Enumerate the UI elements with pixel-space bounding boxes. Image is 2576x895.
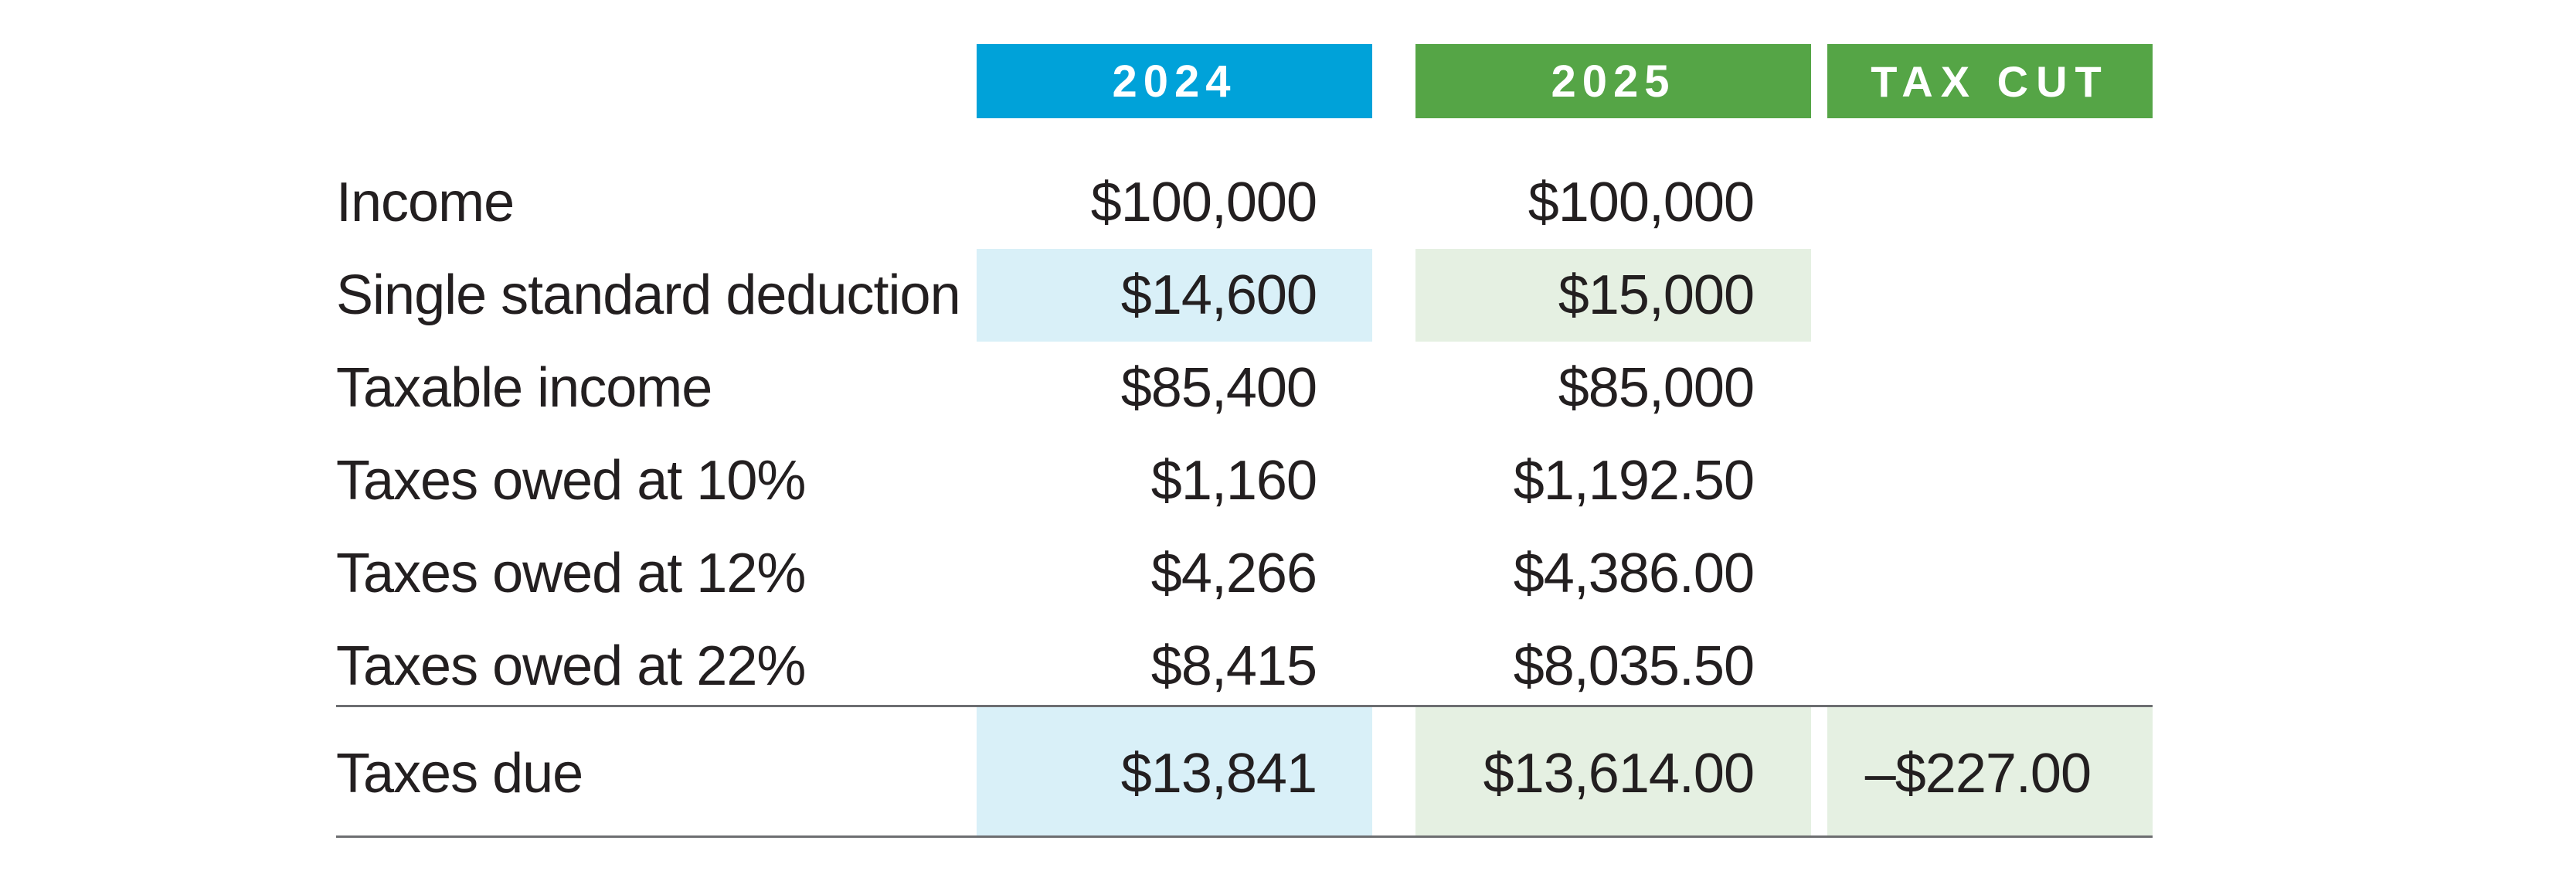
row-label: Single standard deduction [336, 264, 961, 326]
total-highlight-2025 [1415, 707, 1811, 835]
value-cell-2024: $4,266 [1150, 543, 1317, 604]
table-row: Taxes owed at 10% $1,160 $1,192.50 [336, 434, 2153, 527]
row-label: Taxes owed at 10% [336, 450, 806, 512]
total-highlight-taxcut [1827, 707, 2153, 835]
column-header-2025: 2025 [1415, 44, 1811, 118]
value-cell-taxcut [1827, 156, 2153, 249]
value-cell-taxcut [1827, 620, 2153, 713]
total-highlight-2024 [977, 707, 1372, 835]
value-cell-2025: $8,035.50 [1513, 635, 1755, 697]
row-label: Taxes owed at 12% [336, 543, 806, 604]
value-cell-taxcut [1827, 249, 2153, 342]
value-cell-2025: $85,000 [1558, 357, 1755, 419]
value-cell-2025: $1,192.50 [1513, 450, 1755, 512]
divider-line-top [336, 705, 2153, 707]
value-cell-2025: $4,386.00 [1513, 543, 1755, 604]
table-row: Single standard deduction $14,600 $15,00… [336, 249, 2153, 342]
table-row: Taxes owed at 12% $4,266 $4,386.00 [336, 527, 2153, 620]
value-cell-2024: $1,160 [1150, 450, 1317, 512]
value-cell-taxcut [1827, 434, 2153, 527]
divider-line-bottom [336, 835, 2153, 838]
column-header-2024: 2024 [977, 44, 1372, 118]
value-cell-taxcut: –$227.00 [1864, 743, 2092, 805]
value-cell-2024: $85,400 [1120, 357, 1317, 419]
table-row: Taxes owed at 22% $8,415 $8,035.50 [336, 620, 2153, 713]
row-label: Taxable income [336, 357, 712, 419]
row-label: Taxes owed at 22% [336, 635, 806, 697]
column-header-taxcut: TAX CUT [1827, 44, 2153, 118]
row-label: Taxes due [336, 743, 583, 805]
value-cell-2024: $100,000 [1090, 172, 1317, 233]
value-cell-2025: $13,614.00 [1483, 743, 1755, 805]
value-cell-2025: $100,000 [1528, 172, 1755, 233]
table-row: Income $100,000 $100,000 [336, 156, 2153, 249]
value-cell-2024: $8,415 [1150, 635, 1317, 697]
row-label: Income [336, 172, 515, 233]
value-cell-2024: $14,600 [977, 249, 1372, 342]
value-cell-taxcut [1827, 527, 2153, 620]
value-cell-2024: $13,841 [1120, 743, 1317, 805]
table-row-total: Taxes due $13,841 $13,614.00 –$227.00 [336, 727, 2153, 820]
value-cell-2025: $15,000 [1415, 249, 1811, 342]
table-row: Taxable income $85,400 $85,000 [336, 342, 2153, 434]
value-cell-taxcut [1827, 342, 2153, 434]
